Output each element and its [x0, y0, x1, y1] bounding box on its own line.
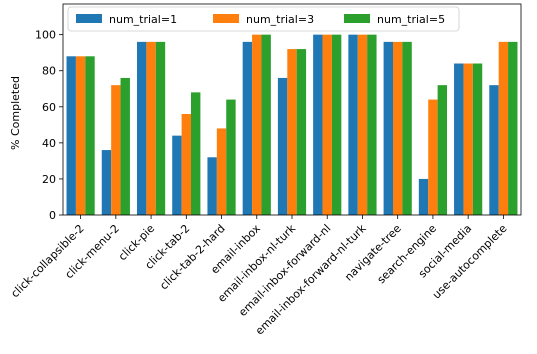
- bar-3-use-autocomplete: [508, 41, 518, 215]
- bar-1-navigate-tree: [383, 41, 393, 215]
- bar-1-use-autocomplete: [489, 85, 499, 216]
- x-tick-label: click-tab-2-hard: [157, 222, 227, 292]
- bar-3-click-menu-2: [120, 77, 130, 215]
- bar-1-email-inbox-forward-nl: [313, 34, 323, 216]
- bar-2-email-inbox-forward-nl-turk: [357, 34, 368, 216]
- bar-3-social-media: [472, 63, 483, 216]
- bar-1-click-tab-2-hard: [207, 157, 217, 215]
- legend-label-3: num_trial=5: [377, 13, 445, 26]
- bar-2-navigate-tree: [392, 41, 403, 215]
- legend-label-2: num_trial=3: [246, 13, 314, 26]
- bar-2-click-collapsible-2: [75, 56, 86, 215]
- bar-2-use-autocomplete: [498, 41, 509, 215]
- bar-2-email-inbox-forward-nl: [322, 34, 332, 216]
- legend: num_trial=1 num_trial=3 num_trial=5: [67, 6, 460, 32]
- bar-3-email-inbox: [261, 34, 271, 216]
- bar-1-search-engine: [418, 178, 429, 215]
- bar-2-click-menu-2: [111, 85, 121, 216]
- legend-swatch-1: [76, 14, 102, 23]
- y-tick-label: 0: [49, 209, 56, 222]
- y-tick-label: 80: [42, 65, 56, 78]
- bar-1-email-inbox-nl-turk: [277, 77, 288, 215]
- bar-3-search-engine: [437, 85, 448, 216]
- bar-2-email-inbox-nl-turk: [287, 49, 297, 216]
- bar-1-click-tab-2: [172, 135, 182, 215]
- bar-2-click-pie: [146, 41, 156, 215]
- bar-1-social-media: [454, 63, 464, 216]
- y-tick-label: 40: [42, 137, 56, 150]
- bar-3-click-tab-2-hard: [226, 99, 236, 215]
- bar-3-navigate-tree: [402, 41, 412, 215]
- bar-3-click-collapsible-2: [85, 56, 95, 215]
- bar-2-social-media: [463, 63, 473, 216]
- legend-label-1: num_trial=1: [109, 13, 177, 26]
- bar-1-click-menu-2: [101, 150, 112, 215]
- bar-2-click-tab-2-hard: [216, 128, 227, 215]
- bar-1-email-inbox-forward-nl-turk: [348, 34, 358, 216]
- bar-2-email-inbox: [252, 34, 262, 216]
- y-tick-label: 60: [42, 101, 56, 114]
- bar-2-click-tab-2: [181, 114, 192, 215]
- bar-3-click-pie: [155, 41, 166, 215]
- bar-1-click-collapsible-2: [66, 56, 76, 215]
- y-tick-label: 100: [35, 29, 56, 42]
- legend-swatch-3: [344, 14, 370, 23]
- bar-1-click-pie: [136, 41, 147, 215]
- legend-swatch-2: [213, 14, 239, 23]
- bar-2-search-engine: [428, 99, 438, 215]
- bar-3-email-inbox-forward-nl-turk: [367, 34, 377, 216]
- bar-3-email-inbox-forward-nl: [331, 34, 342, 216]
- y-axis-label: % Completed: [9, 76, 22, 150]
- bar-3-email-inbox-nl-turk: [296, 49, 307, 216]
- y-tick-label: 20: [42, 173, 56, 186]
- bar-1-email-inbox: [242, 41, 253, 215]
- legend-box: [67, 6, 460, 32]
- bars-group: [66, 34, 518, 216]
- bar-3-click-tab-2: [191, 92, 201, 215]
